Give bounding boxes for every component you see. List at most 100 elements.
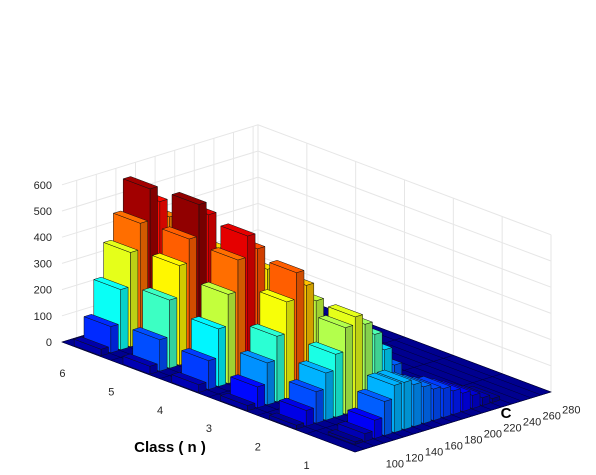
bar-front-face	[393, 382, 402, 433]
bar-top-face	[259, 289, 295, 303]
x-axis-label: Class ( n )	[134, 439, 206, 456]
bar-top-face	[210, 247, 247, 261]
bar-top-face	[220, 223, 256, 237]
bar	[278, 397, 315, 427]
bar-top-face	[112, 210, 149, 224]
bar-top-face	[307, 341, 344, 355]
bar-front-face	[227, 291, 236, 384]
bar-front-face	[218, 326, 226, 387]
bar-front-face	[374, 417, 383, 439]
bar-top-face	[122, 176, 159, 190]
c-tick-label: 120	[405, 453, 423, 465]
bar-top-face	[327, 429, 364, 443]
bar-front-face	[266, 360, 275, 406]
bar-front-face	[452, 388, 461, 415]
bar-front-face	[325, 370, 334, 421]
bar-top-face	[141, 287, 178, 301]
bar-top-face	[376, 369, 413, 383]
bar-top-face	[239, 350, 276, 364]
bar-front-face	[413, 381, 422, 427]
bar	[73, 336, 110, 357]
bar-top-face	[83, 314, 120, 327]
class-tick-label: 2	[255, 442, 261, 454]
class-tick-label: 1	[304, 460, 310, 472]
z-tick-label: 500	[34, 206, 52, 218]
bar-front-face	[433, 386, 442, 421]
c-tick-label: 220	[503, 423, 521, 435]
bar-top-face	[151, 253, 188, 266]
bar	[327, 429, 364, 445]
z-tick-label: 100	[34, 311, 52, 323]
bar	[219, 392, 256, 412]
bar-front-face	[159, 337, 168, 372]
bar-top-face	[288, 379, 325, 392]
bar-top-face	[298, 360, 334, 374]
c-tick-label: 240	[523, 417, 541, 429]
bar	[337, 421, 373, 442]
c-tick-label: 280	[562, 405, 580, 417]
bar-top-face	[327, 304, 364, 318]
bar-top-face	[268, 260, 305, 273]
bar-front-face	[472, 392, 481, 409]
bar-front-face	[257, 384, 266, 409]
bar-top-face	[229, 374, 266, 388]
bar-front-face	[403, 379, 412, 430]
c-tick-label: 180	[464, 435, 482, 447]
bar-front-face	[276, 333, 285, 403]
bar-top-face	[190, 316, 227, 330]
bar-top-face	[171, 191, 208, 205]
bar-top-face	[200, 281, 237, 295]
bar-top-face	[249, 323, 286, 337]
floor-col-line	[61, 341, 356, 453]
floor-col-line	[71, 338, 365, 450]
bar	[268, 412, 305, 430]
bar-top-face	[180, 348, 217, 361]
bar-top-face	[171, 372, 207, 385]
z-tick-label: 400	[34, 232, 52, 244]
bar-front-face	[305, 407, 314, 427]
bar-top-face	[346, 407, 383, 421]
bar-top-face	[122, 353, 159, 367]
bar-front-face	[120, 286, 129, 351]
bar-top-face	[93, 276, 129, 290]
bar-top-face	[219, 392, 256, 406]
bar-top-face	[102, 239, 139, 253]
bar-front-face	[315, 389, 324, 424]
bar-front-face	[442, 386, 451, 418]
bar-top-face	[73, 336, 110, 350]
bar-front-face	[110, 324, 119, 354]
bar-top-face	[337, 421, 373, 434]
bar-front-face	[208, 358, 217, 390]
z-tick-label: 600	[34, 180, 52, 192]
class-tick-label: 5	[108, 387, 114, 399]
bars	[73, 176, 501, 445]
class-tick-label: 6	[59, 368, 65, 380]
bar-front-face	[462, 390, 471, 412]
class-tick-label: 3	[206, 423, 212, 435]
bar	[171, 372, 207, 393]
c-tick-label: 160	[445, 441, 463, 453]
z-tick-label: 300	[34, 258, 52, 270]
bar-top-face	[268, 412, 305, 426]
bar-top-face	[356, 388, 393, 402]
z-tick-label: 200	[34, 285, 52, 297]
bar-front-face	[169, 297, 178, 369]
y-axis-label: C	[501, 405, 512, 422]
class-tick-label: 4	[157, 405, 163, 417]
bar-top-face	[161, 226, 198, 240]
z-tick-label: 0	[46, 337, 52, 349]
bar-front-face	[384, 398, 393, 436]
bar-top-face	[132, 327, 168, 340]
bar-top-face	[278, 397, 315, 411]
bar-front-face	[423, 384, 432, 424]
c-tick-label: 140	[425, 447, 443, 459]
bar-front-face	[345, 325, 354, 415]
c-tick-label: 260	[543, 411, 561, 423]
bar-top-face	[366, 372, 403, 386]
c-tick-label: 100	[386, 459, 404, 471]
c-tick-label: 200	[484, 429, 502, 441]
bar-top-face	[317, 315, 354, 328]
